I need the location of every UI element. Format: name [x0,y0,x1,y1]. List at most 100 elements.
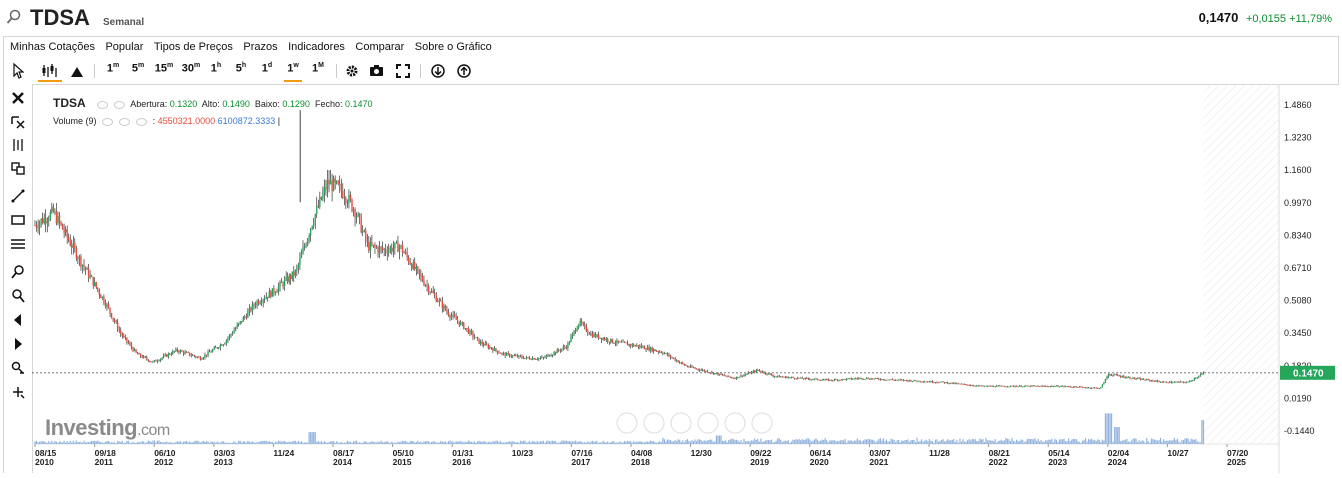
volume-bar [510,441,512,444]
measure-icon[interactable] [10,384,26,400]
camera-icon[interactable] [369,62,384,80]
area-chart-icon[interactable] [70,62,84,80]
interval-15m[interactable]: 15m [154,62,174,75]
nav-reset-icon[interactable] [670,412,692,434]
candle-body [639,345,641,348]
candle-body [711,372,713,373]
trend-line-icon[interactable] [10,188,26,204]
candle-body [360,216,362,233]
interval-1w[interactable]: 1w [284,62,302,82]
x-tick-year: 2017 [571,457,590,467]
scroll-left-icon[interactable] [10,312,26,328]
volume-bar [1009,441,1012,444]
nav-zoom-in-icon[interactable] [697,412,719,434]
candle-body [106,304,108,307]
menu-prazos[interactable]: Prazos [243,41,278,53]
volume-bar [631,442,633,444]
upload-cloud-icon[interactable] [456,62,472,80]
volume-bar [1172,440,1174,444]
volume-bar [579,441,581,444]
candle-body [139,353,142,357]
candle-body [554,352,557,354]
interval-5h[interactable]: 5h [235,62,247,75]
interval-1M[interactable]: 1M [312,62,324,75]
x-tick-year: 2016 [452,457,471,467]
interval-1d[interactable]: 1d [261,62,273,75]
scroll-right-icon[interactable] [10,336,26,352]
nav-right-icon[interactable] [751,412,773,434]
horizontal-lines-icon[interactable] [10,236,26,252]
menu-minhas-cotacoes[interactable]: Minhas Cotações [10,41,95,53]
copy-icon[interactable] [10,160,26,176]
candles-icon[interactable] [38,62,62,82]
interval-5m[interactable]: 5m [131,62,145,75]
volume-bar [659,441,661,444]
candle-body [848,378,851,380]
volume-bar [876,440,878,444]
cursor-icon[interactable] [12,62,24,80]
candle-body [48,219,50,222]
indicators-icon[interactable] [10,137,26,153]
y-tick-label: 0.5080 [1284,296,1312,306]
menu-comparar[interactable]: Comparar [355,41,405,53]
gear-icon[interactable] [345,62,359,80]
volume-bar [732,438,734,444]
volume-bar [363,441,365,444]
settings-icon[interactable] [114,100,126,109]
eye-icon[interactable] [102,117,114,126]
nav-zoom-out-icon[interactable] [643,412,665,434]
close-icon[interactable] [10,90,26,106]
menu-tipos-de-precos[interactable]: Tipos de Preços [153,41,233,53]
volume-bar [195,440,197,444]
candle-body [1057,385,1059,387]
volume-bar [967,440,969,444]
volume-bar [983,442,986,444]
interval-1m[interactable]: 1m [106,62,120,75]
settings-icon[interactable] [119,117,131,126]
interval-1h[interactable]: 1h [210,62,222,75]
candle-body [553,352,555,355]
volume-bar [435,442,437,444]
download-cloud-icon[interactable] [430,62,446,80]
volume-bar [507,441,509,444]
price-readout: 0,1470 +0,0155 +11,79% [1199,10,1332,25]
crosshair-icon[interactable] [10,114,26,130]
fullscreen-icon[interactable] [396,62,410,80]
interval-30m[interactable]: 30m [181,62,201,75]
volume-bar [816,439,819,444]
volume-bar [337,442,339,444]
volume-bar [792,439,794,444]
zoom-out-icon[interactable] [10,288,26,304]
candle-body [914,380,917,381]
price-chart[interactable]: 1.48601.32301.16000.99700.83400.67100.50… [32,84,1337,473]
volume-bar [699,439,701,444]
menu-indicadores[interactable]: Indicadores [288,41,345,53]
search-icon[interactable] [6,9,22,25]
candle-body [159,358,162,361]
eye-icon[interactable] [97,100,109,109]
volume-bar [1189,441,1191,444]
close-label: Fecho: [314,99,343,109]
volume-bar [1023,442,1025,444]
candle-body [352,209,355,211]
volume-bar [738,441,741,444]
volume-bar [721,440,724,444]
candle-body [901,379,903,381]
chart-area[interactable]: 1.4860 1.3230 1.1600 0.9970 0.8340 0.6710 0.50… [32,84,1337,473]
nav-left-icon[interactable] [616,412,638,434]
volume-bar [881,440,883,444]
zoom-in-icon[interactable] [10,264,26,280]
candle-body [265,296,267,299]
close-icon[interactable] [136,117,148,126]
volume-bar [950,440,952,444]
volume-bar [253,442,255,444]
rectangle-icon[interactable] [10,212,26,228]
menu-sobre-o-grafico[interactable]: Sobre o Gráfico [414,41,492,53]
magnet-icon[interactable] [10,360,26,376]
menu-popular[interactable]: Popular [105,41,144,53]
x-tick-label: 12/30 [691,448,713,458]
volume-bar [51,440,53,444]
volume-bar [291,441,293,444]
nav-fit-icon[interactable] [724,412,746,434]
candle-body [192,355,194,356]
